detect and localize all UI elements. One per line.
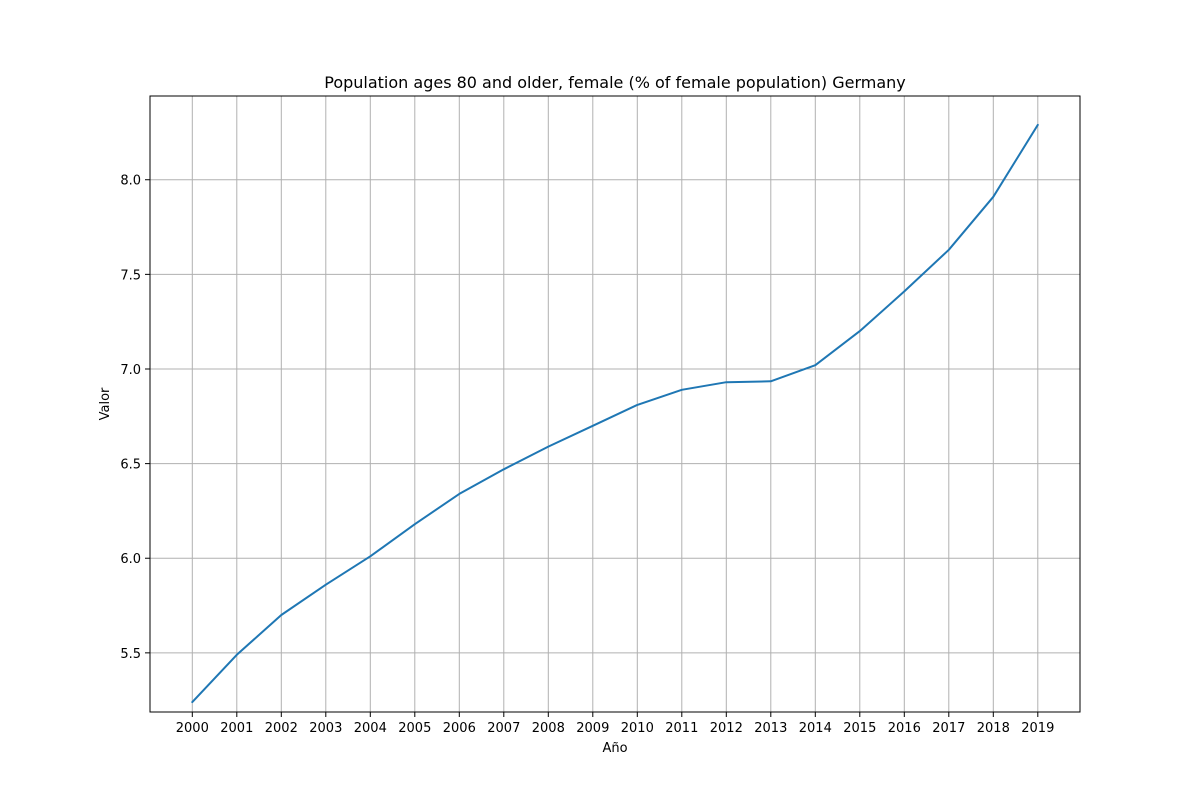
x-tick-label: 2016 (888, 721, 921, 736)
x-tick-label: 2006 (443, 721, 476, 736)
y-tick-label: 8.0 (120, 174, 141, 189)
y-axis: 5.5 6.0 6.5 7.0 7.5 8.0 (120, 174, 150, 662)
x-tick-label: 2015 (843, 721, 876, 736)
y-tick-label: 6.0 (120, 552, 141, 567)
x-axis: 2000 2001 2002 2003 2004 2005 2006 2007 2008 2009… (176, 712, 1054, 736)
grid-layer (150, 96, 1080, 712)
series-layer (191, 123, 1039, 704)
x-tick-label: 2000 (176, 721, 209, 736)
y-tick-label: 6.5 (120, 458, 141, 473)
x-tick-label: 2004 (354, 721, 387, 736)
x-tick-label: 2003 (309, 721, 342, 736)
plot-frame (149, 95, 1081, 713)
x-tick-label: 2011 (665, 721, 698, 736)
y-tick-label: 5.5 (120, 647, 141, 662)
x-tick-label: 2001 (220, 721, 253, 736)
chart-title: Population ages 80 and older, female (% … (324, 73, 906, 92)
x-tick-label: 2002 (265, 721, 298, 736)
x-tick-label: 2018 (977, 721, 1010, 736)
x-tick-label: 2009 (576, 721, 609, 736)
x-tick-label: 2008 (532, 721, 565, 736)
x-tick-label: 2019 (1021, 721, 1054, 736)
x-tick-label: 2013 (754, 721, 787, 736)
x-tick-label: 2012 (710, 721, 743, 736)
x-axis-title: Año (602, 741, 627, 756)
x-tick-label: 2005 (398, 721, 431, 736)
y-tick-label: 7.0 (120, 363, 141, 378)
x-tick-label: 2010 (621, 721, 654, 736)
y-axis-title: Valor (98, 387, 113, 420)
x-tick-label: 2007 (487, 721, 520, 736)
y-tick-label: 7.5 (120, 268, 141, 283)
x-tick-label: 2014 (799, 721, 832, 736)
series-line (191, 123, 1039, 704)
x-tick-label: 2017 (932, 721, 965, 736)
